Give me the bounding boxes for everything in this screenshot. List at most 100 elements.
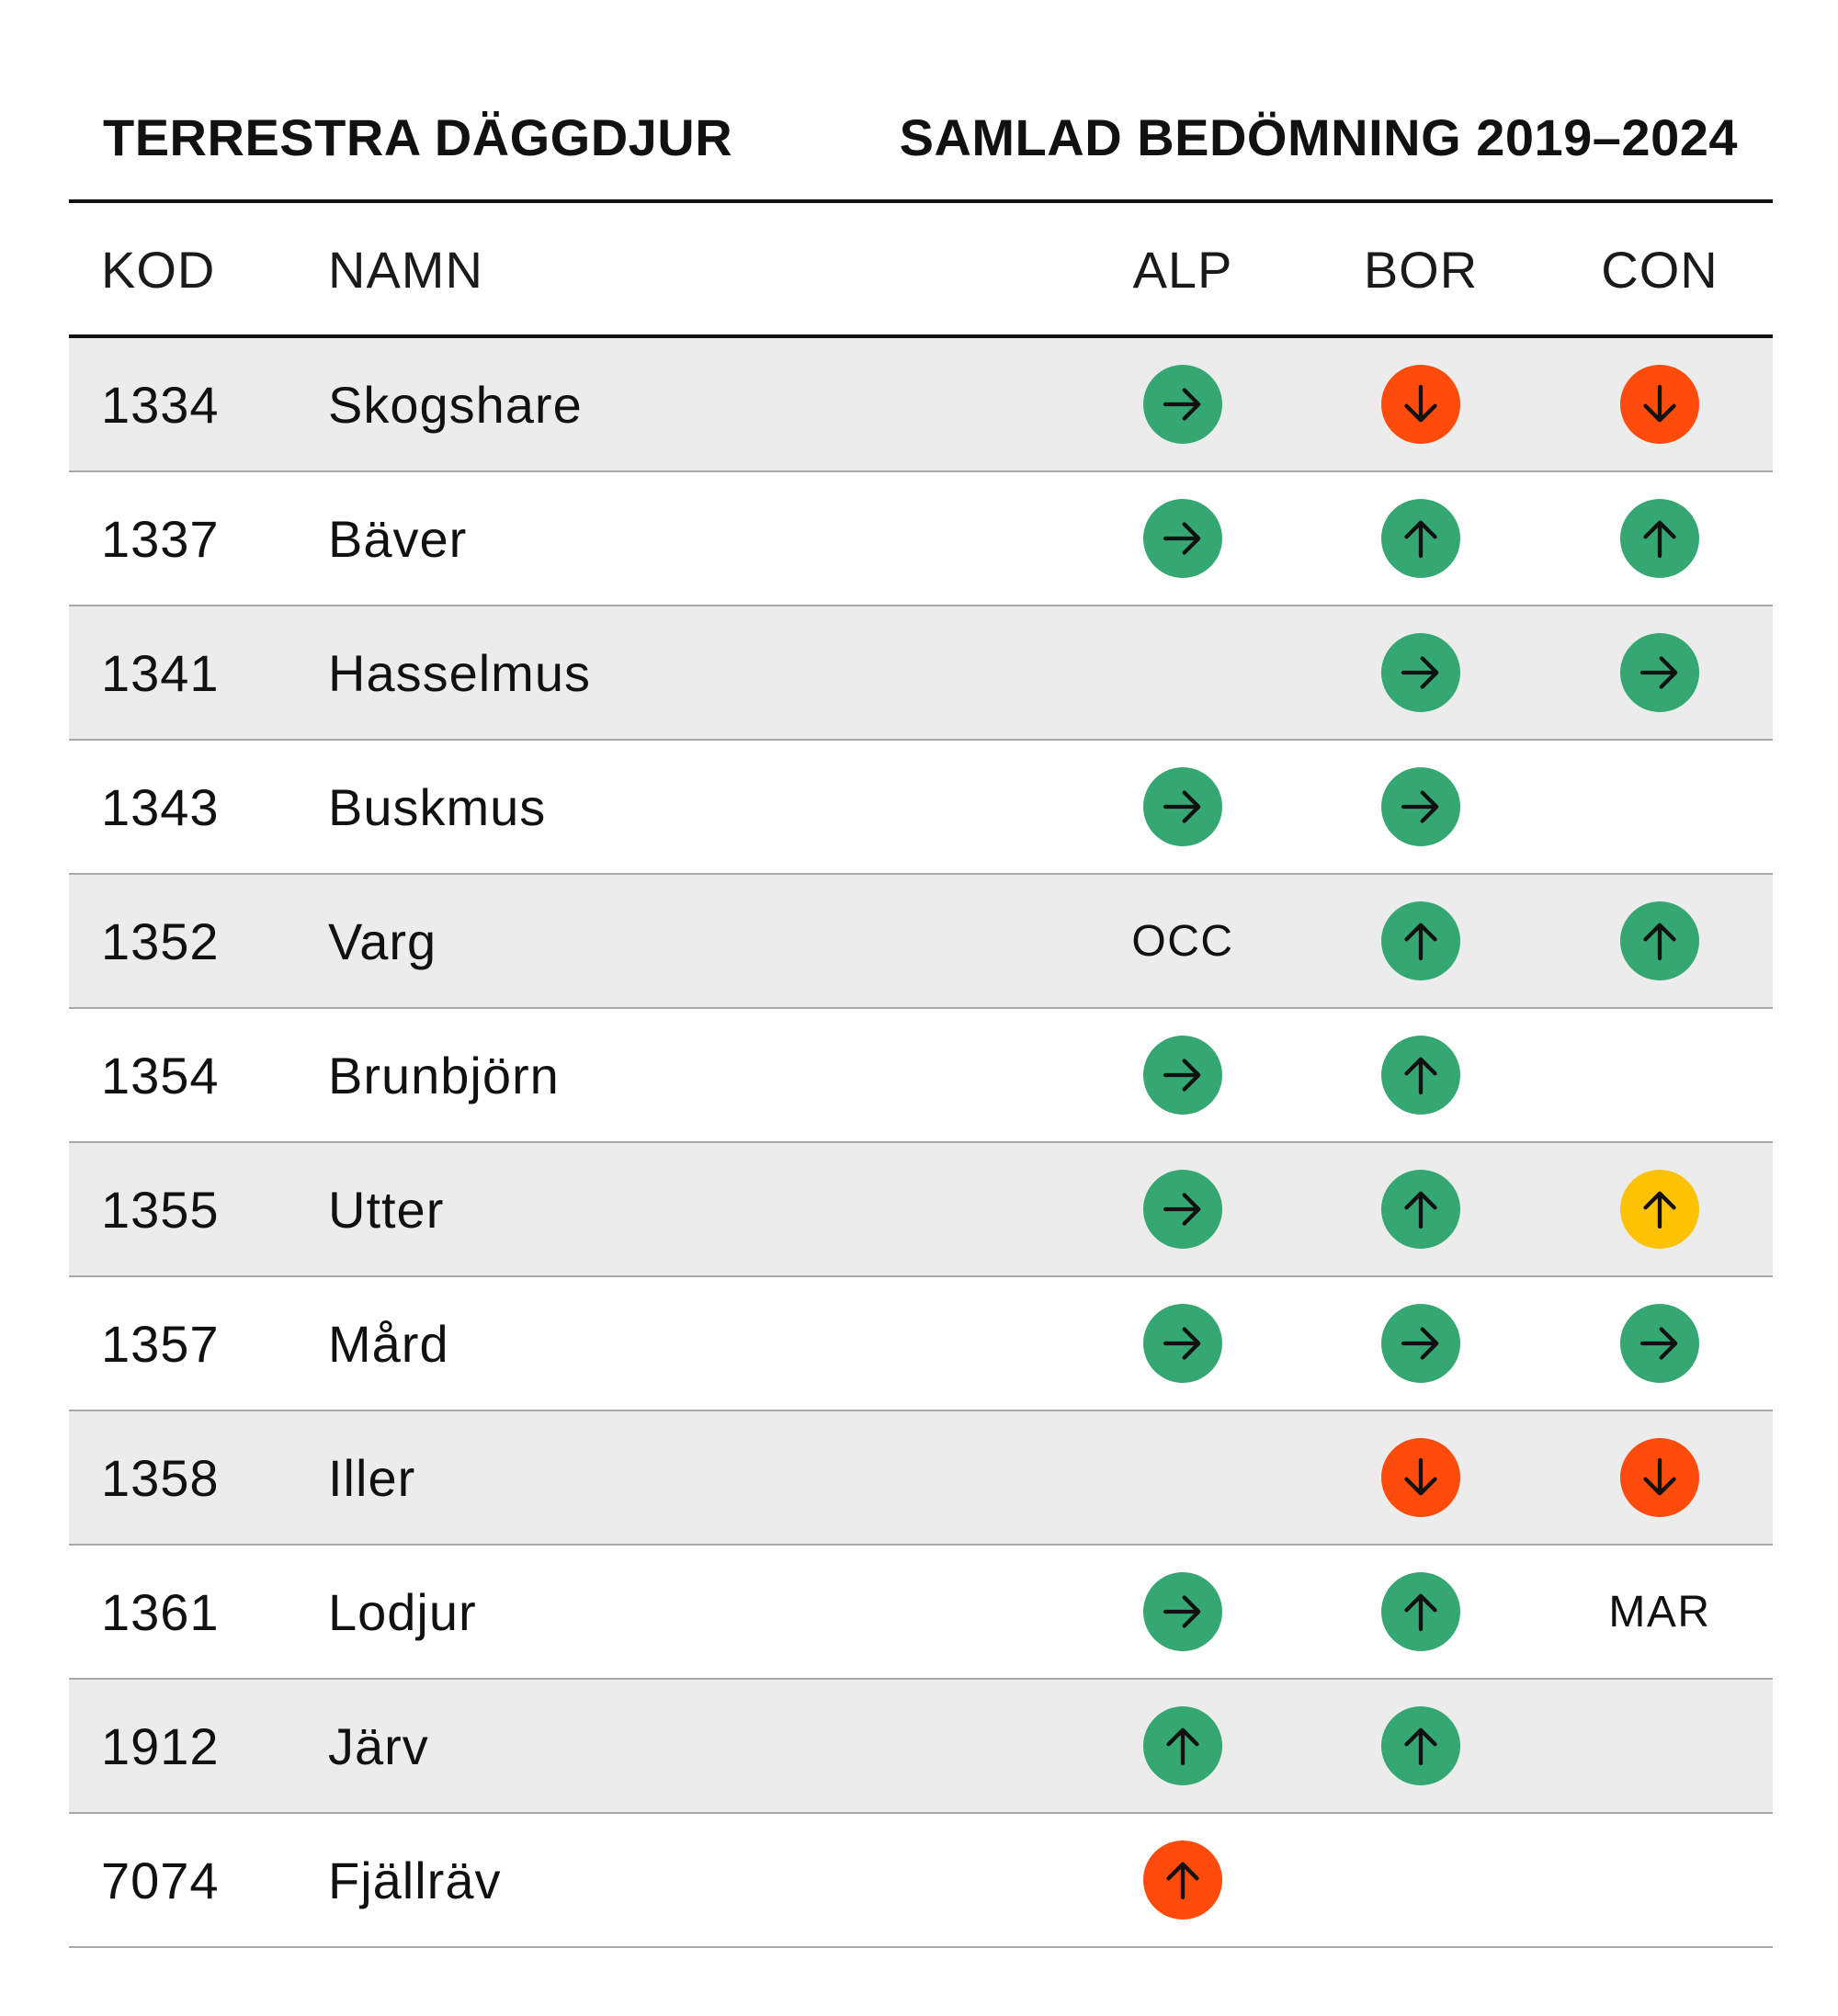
species-code: 1354: [101, 1046, 220, 1104]
species-code: 1334: [101, 375, 220, 434]
trend-arrow-right-icon: [1143, 365, 1222, 444]
species-code: 7074: [101, 1851, 220, 1909]
table-row: 1334 Skogshare: [69, 338, 1773, 472]
column-header-namn: NAMN: [328, 240, 483, 299]
status-cell-bor: [1343, 875, 1499, 1007]
status-cell-bor: [1343, 472, 1499, 605]
trend-arrow-right-icon: [1143, 1036, 1222, 1115]
species-name: Järv: [328, 1716, 429, 1775]
species-name: Fjällräv: [328, 1851, 502, 1909]
trend-arrow-up-icon: [1381, 901, 1460, 980]
trend-arrow-right-icon: [1143, 1572, 1222, 1651]
status-cell-bor: [1343, 1680, 1499, 1812]
species-code: 1358: [101, 1448, 220, 1507]
trend-arrow-up-icon: [1381, 1706, 1460, 1785]
status-cell-bor: [1343, 1814, 1499, 1946]
trend-arrow-up-icon: [1620, 499, 1699, 578]
status-code-text: OCC: [1131, 916, 1234, 966]
trend-arrow-up-icon: [1381, 1572, 1460, 1651]
trend-arrow-right-icon: [1143, 1304, 1222, 1383]
status-cell-alp: [1105, 606, 1261, 739]
table-row: 1337 Bäver: [69, 472, 1773, 606]
species-code: 1357: [101, 1314, 220, 1373]
status-cell-con: [1582, 606, 1738, 739]
species-name: Iller: [328, 1448, 416, 1507]
trend-arrow-up-icon: [1381, 1036, 1460, 1115]
trend-arrow-down-icon: [1381, 365, 1460, 444]
species-code: 1361: [101, 1582, 220, 1641]
trend-arrow-right-icon: [1143, 499, 1222, 578]
status-cell-con: MAR: [1582, 1546, 1738, 1678]
trend-arrow-down-icon: [1381, 1438, 1460, 1517]
top-divider: [69, 199, 1773, 203]
species-name: Varg: [328, 912, 437, 970]
table-row: 1354 Brunbjörn: [69, 1009, 1773, 1143]
table-row: 1358 Iller: [69, 1411, 1773, 1546]
trend-arrow-down-icon: [1620, 1438, 1699, 1517]
status-cell-alp: [1105, 1143, 1261, 1275]
status-cell-bor: [1343, 606, 1499, 739]
table-title: TERRESTRA DÄGGDJUR: [103, 108, 733, 166]
status-cell-alp: [1105, 472, 1261, 605]
status-cell-alp: [1105, 1411, 1261, 1544]
table-row: 1912 Järv: [69, 1680, 1773, 1814]
column-header-row: KOD NAMN ALP BOR CON: [69, 203, 1773, 335]
trend-arrow-right-icon: [1620, 633, 1699, 712]
species-code: 1337: [101, 509, 220, 568]
trend-arrow-right-icon: [1620, 1304, 1699, 1383]
status-cell-bor: [1343, 1009, 1499, 1141]
table-body: 1334 Skogshare 1337 Bäver 1341 Hasselmus 1343 B…: [69, 338, 1773, 1948]
table-row: 1361 Lodjur MAR: [69, 1546, 1773, 1680]
table-row: 1341 Hasselmus: [69, 606, 1773, 741]
status-cell-con: [1582, 1277, 1738, 1410]
species-name: Hasselmus: [328, 643, 591, 702]
status-cell-bor: [1343, 1277, 1499, 1410]
trend-arrow-up-icon: [1381, 499, 1460, 578]
status-code-text: MAR: [1608, 1587, 1711, 1637]
table-row: 1352 Varg OCC: [69, 875, 1773, 1009]
status-cell-alp: [1105, 1814, 1261, 1946]
trend-arrow-right-icon: [1381, 1304, 1460, 1383]
table-row: 7074 Fjällräv: [69, 1814, 1773, 1948]
trend-arrow-up-icon: [1143, 1706, 1222, 1785]
table-title-row: TERRESTRA DÄGGDJUR SAMLAD BEDÖMNING 2019…: [69, 0, 1773, 202]
species-name: Bäver: [328, 509, 468, 568]
status-cell-con: [1582, 1009, 1738, 1141]
trend-arrow-up-icon: [1381, 1170, 1460, 1249]
species-name: Skogshare: [328, 375, 583, 434]
status-cell-con: [1582, 875, 1738, 1007]
column-header-bor: BOR: [1363, 240, 1479, 299]
status-cell-con: [1582, 1411, 1738, 1544]
species-code: 1355: [101, 1180, 220, 1239]
status-cell-bor: [1343, 1143, 1499, 1275]
status-cell-bor: [1343, 1546, 1499, 1678]
trend-arrow-right-icon: [1143, 767, 1222, 846]
trend-arrow-down-icon: [1620, 365, 1699, 444]
assessment-period-title: SAMLAD BEDÖMNING 2019–2024: [899, 108, 1738, 166]
status-cell-bor: [1343, 338, 1499, 470]
species-name: Lodjur: [328, 1582, 477, 1641]
status-cell-con: [1582, 472, 1738, 605]
trend-arrow-up-icon: [1620, 901, 1699, 980]
species-name: Brunbjörn: [328, 1046, 560, 1104]
species-code: 1343: [101, 777, 220, 836]
column-header-con: CON: [1601, 240, 1719, 299]
trend-arrow-right-icon: [1143, 1170, 1222, 1249]
trend-arrow-right-icon: [1381, 633, 1460, 712]
table-row: 1355 Utter: [69, 1143, 1773, 1277]
species-name: Utter: [328, 1180, 445, 1239]
table-row: 1343 Buskmus: [69, 741, 1773, 875]
trend-arrow-right-icon: [1381, 767, 1460, 846]
status-cell-bor: [1343, 1411, 1499, 1544]
status-cell-con: [1582, 741, 1738, 873]
status-cell-alp: [1105, 1277, 1261, 1410]
status-cell-alp: OCC: [1105, 875, 1261, 1007]
status-cell-bor: [1343, 741, 1499, 873]
trend-arrow-up-icon: [1620, 1170, 1699, 1249]
assessment-table: TERRESTRA DÄGGDJUR SAMLAD BEDÖMNING 2019…: [69, 0, 1773, 1948]
status-cell-con: [1582, 338, 1738, 470]
species-code: 1352: [101, 912, 220, 970]
column-header-alp: ALP: [1132, 240, 1233, 299]
status-cell-con: [1582, 1143, 1738, 1275]
species-name: Mård: [328, 1314, 449, 1373]
